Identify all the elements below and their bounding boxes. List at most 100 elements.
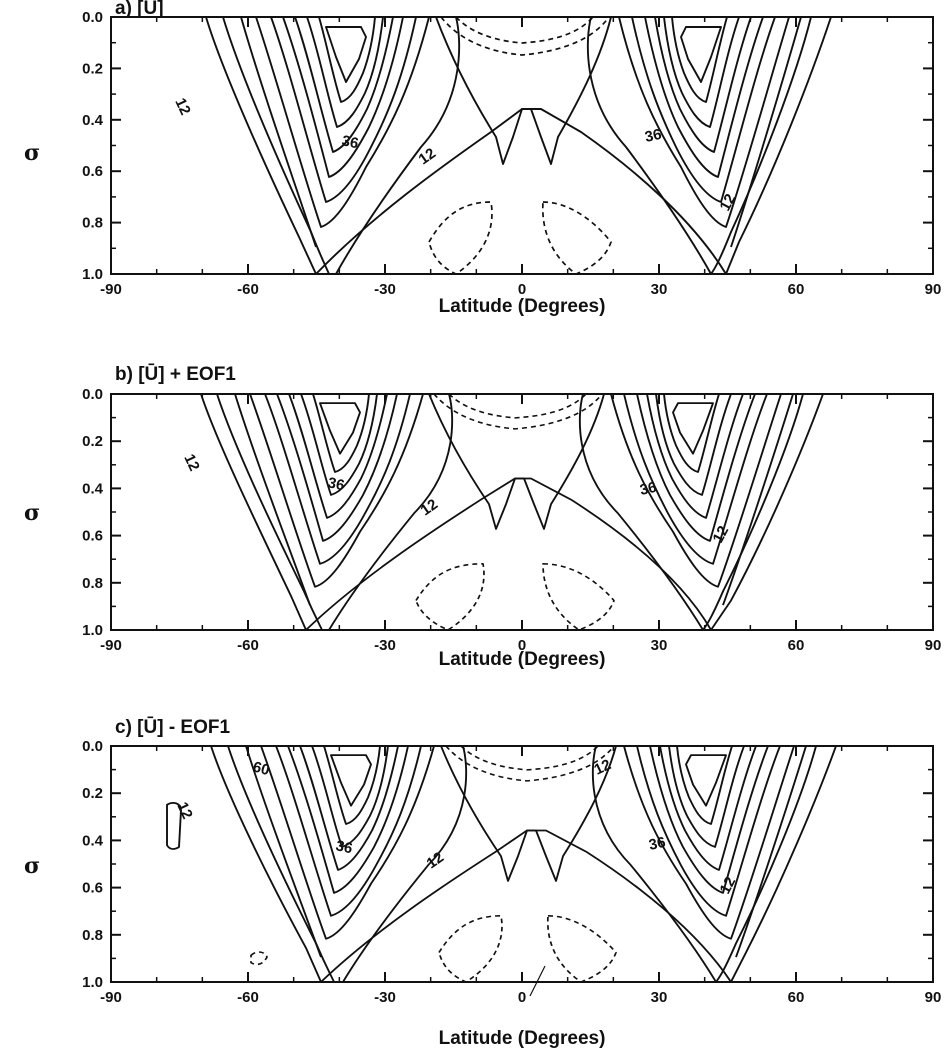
contour-line: [245, 746, 322, 958]
panel-c-x-ticks: -90 -60 -30 0 30 60 90: [100, 746, 941, 1006]
contour-label: 12: [180, 452, 202, 474]
contour-line: [294, 17, 394, 153]
contour-line: [325, 26, 367, 83]
contour-line: [205, 17, 317, 274]
x-tick-label: 60: [788, 989, 805, 1006]
y-tick-label: 0.4: [82, 480, 104, 497]
x-tick-label: 0: [518, 637, 526, 654]
contour-line: [435, 17, 612, 165]
negative-contour: [438, 915, 503, 982]
contour-line: [659, 746, 757, 871]
x-tick-label: 60: [788, 637, 805, 654]
negative-contour: [448, 394, 587, 419]
negative-contour: [250, 951, 268, 966]
contour-line: [305, 477, 712, 630]
panel-a-y-ticks: 0.0 0.2 0.4 0.6 0.8 1.0: [82, 9, 933, 283]
contour-line: [644, 17, 764, 178]
y-tick-label: 1.0: [82, 266, 103, 283]
contour-label: 12: [717, 874, 740, 897]
x-tick-label: 90: [925, 989, 942, 1006]
contour-line: [311, 746, 389, 848]
contour-line: [166, 802, 182, 850]
contour-line: [671, 17, 728, 103]
contour-label: 36: [340, 132, 360, 152]
contour-line: [287, 746, 409, 894]
contour-line: [255, 17, 430, 228]
contour-line: [676, 746, 733, 825]
contour-label: 12: [710, 523, 733, 546]
contour-line: [440, 746, 617, 882]
y-tick-label: 1.0: [82, 974, 103, 991]
negative-contour: [460, 746, 599, 771]
negative-contour: [541, 201, 612, 274]
x-tick-label: 0: [518, 989, 526, 1006]
negative-contour: [433, 394, 603, 430]
y-tick-label: 0.6: [82, 163, 103, 180]
contour-line: [312, 394, 370, 473]
panel-a-x-ticks: -90 -60 -30 0 30 60 90: [100, 17, 941, 298]
y-tick-label: 0.2: [82, 433, 103, 450]
contour-line: [623, 746, 795, 940]
y-tick-label: 0.0: [82, 738, 103, 755]
contour-line: [299, 746, 399, 871]
x-tick-label: -90: [100, 989, 122, 1006]
contour-line: [318, 17, 376, 103]
contour-label: 12: [717, 191, 740, 214]
negative-contour: [542, 563, 615, 630]
contour-line: [428, 394, 605, 530]
contour-line: [260, 746, 435, 940]
panel-b-contours: [200, 394, 824, 630]
contour-line: [328, 394, 454, 630]
panel-a-ylabel: σ: [24, 140, 40, 166]
negative-contour: [415, 563, 485, 630]
contour-line: [234, 394, 311, 606]
contour-line: [315, 108, 727, 274]
panel-a-contours: [205, 17, 832, 274]
contour-line: [320, 829, 732, 982]
panel-c-title: c) [Ū] - EOF1: [115, 717, 230, 738]
contour-line: [680, 26, 722, 83]
negative-contour: [445, 746, 615, 782]
contour-line: [288, 394, 388, 519]
y-tick-label: 0.2: [82, 60, 103, 77]
contour-line: [649, 746, 769, 894]
contour-line: [730, 746, 837, 982]
y-tick-label: 0.8: [82, 927, 103, 944]
contour-line: [264, 394, 411, 565]
contour-label: 12: [592, 756, 614, 778]
contour-label: 12: [424, 849, 447, 872]
contour-line: [610, 394, 782, 588]
x-tick-label: 90: [925, 637, 942, 654]
x-tick-label: 30: [651, 281, 668, 298]
contour-label: 36: [334, 837, 354, 857]
contour-line: [735, 746, 807, 958]
contour-line: [282, 17, 404, 178]
contour-line: [578, 394, 704, 630]
contour-line: [270, 17, 417, 203]
y-tick-label: 1.0: [82, 622, 103, 639]
x-tick-label: -60: [237, 281, 259, 298]
contour-line: [636, 746, 781, 917]
panel-b-title: b) [Ū] + EOF1: [115, 364, 236, 385]
contour-line: [319, 402, 361, 455]
contour-line: [586, 17, 712, 274]
panel-b-frame: [110, 393, 934, 631]
contour-line: [200, 394, 307, 630]
panel-a: a) [Ū] σ Latitude (Degrees) 0.0 0.2 0.4 0.6…: [24, 0, 941, 317]
y-tick-label: 0.6: [82, 528, 103, 545]
contour-label: 36: [638, 479, 658, 499]
contour-line: [275, 746, 422, 917]
contour-line: [623, 394, 768, 565]
panel-b: b) [Ū] + EOF1 σ Latitude (Degrees) 0.00.…: [24, 364, 941, 670]
contour-line: [672, 402, 714, 455]
contour-line: [210, 746, 322, 982]
x-tick-label: -60: [237, 989, 259, 1006]
contour-label: 12: [418, 496, 441, 519]
y-tick-label: 0.0: [82, 386, 103, 403]
contour-line: [663, 394, 720, 473]
contour-line: [685, 754, 727, 807]
negative-contour: [440, 17, 610, 56]
x-tick-label: 60: [788, 281, 805, 298]
panel-c: c) [Ū] - EOF1 σ Latitude (Degrees) 0.00.…: [24, 717, 941, 1049]
panel-a-contour-labels: 12 36 12 36 12: [171, 96, 739, 214]
